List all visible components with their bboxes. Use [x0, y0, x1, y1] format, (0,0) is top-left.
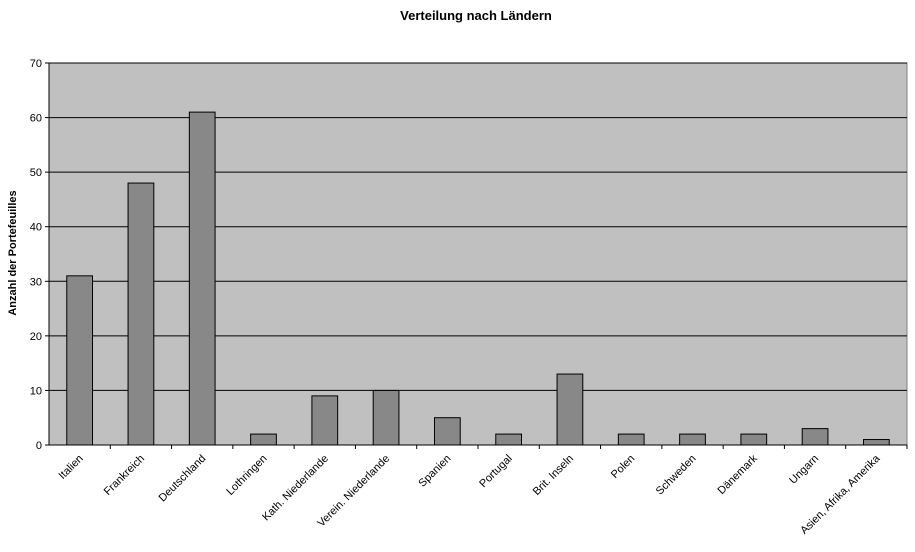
y-tick-label: 40 — [30, 222, 42, 234]
x-tick-label: Dänemark — [716, 452, 761, 497]
y-axis-label: Anzahl der Portefeuilles — [7, 190, 19, 315]
y-tick-label: 30 — [30, 276, 42, 288]
bar-4 — [311, 395, 339, 446]
bar-2 — [188, 111, 216, 446]
bar-1 — [127, 182, 155, 446]
y-axis-ticks: 0 10 20 30 40 50 60 70 — [30, 58, 49, 452]
bar-6 — [433, 417, 461, 446]
bar-8 — [556, 373, 584, 446]
bar-5 — [372, 389, 400, 446]
y-tick-label: 10 — [30, 385, 42, 397]
y-tick-label: 70 — [30, 58, 42, 70]
bar-10 — [679, 433, 706, 446]
x-tick-label: Kath. Niederlande — [260, 453, 331, 524]
x-tick-label: Spanien — [416, 453, 453, 490]
x-tick-label: Polen — [609, 453, 637, 481]
x-axis-labels: Italien Frankreich Deutschland LothringenKa… — [57, 445, 908, 537]
chart-title: Verteilung nach Ländern — [400, 8, 552, 23]
x-tick-label: Brit. Inseln — [531, 453, 576, 498]
bar-7 — [495, 433, 523, 446]
x-tick-label: Lothringen — [224, 453, 269, 498]
x-tick-label: Deutschland — [157, 453, 209, 505]
x-tick-label: Frankreich — [102, 453, 147, 498]
bar-9 — [617, 433, 645, 446]
plot-area — [48, 62, 908, 446]
x-tick-label: Portugal — [477, 453, 514, 490]
x-tick-label: Italien — [57, 453, 86, 482]
x-tick-label: Schweden — [654, 453, 699, 498]
bar-12 — [801, 428, 829, 446]
bar-0 — [66, 275, 94, 446]
y-tick-label: 60 — [30, 113, 42, 125]
y-tick-label: 50 — [30, 167, 42, 179]
bar-3 — [250, 433, 277, 446]
y-tick-label: 20 — [30, 331, 42, 343]
x-tick-label: Ungarn — [787, 453, 821, 487]
bars — [66, 111, 890, 446]
y-tick-label: 0 — [36, 440, 42, 452]
bar-13 — [862, 439, 890, 446]
bar-11 — [740, 433, 768, 446]
